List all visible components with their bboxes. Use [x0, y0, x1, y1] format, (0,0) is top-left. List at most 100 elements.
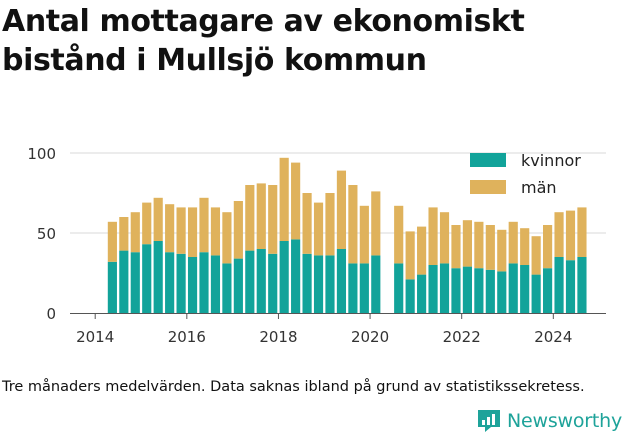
bar-kvinnor	[336, 249, 347, 313]
bar-kvinnor	[279, 241, 289, 313]
x-tick-label: 2014	[76, 328, 114, 346]
bar-man	[474, 221, 484, 269]
y-tick-label: 50	[37, 225, 56, 243]
bar-kvinnor	[165, 252, 175, 313]
bar-kvinnor	[348, 263, 358, 313]
y-tick-label: 100	[27, 145, 56, 163]
bar-man	[462, 220, 472, 267]
bar-man	[417, 226, 427, 275]
bar-kvinnor	[233, 258, 243, 313]
axes: 0 50 100 2014 2016 2018 2020 2022 2024	[27, 145, 606, 346]
bar-man	[485, 225, 495, 270]
bar-kvinnor	[153, 241, 163, 313]
bar-man	[348, 185, 358, 264]
bar-kvinnor	[142, 244, 152, 313]
bar-kvinnor	[302, 253, 312, 313]
legend: kvinnor män	[470, 151, 581, 197]
bar-man	[142, 202, 152, 245]
bar-kvinnor	[577, 257, 587, 313]
bar-man	[153, 197, 163, 241]
bar-man	[405, 231, 415, 280]
bar-man	[336, 170, 347, 249]
chart-title-line-1: Antal mottagare av ekonomiskt	[2, 4, 525, 39]
bar-man	[359, 205, 369, 264]
bar-man	[565, 210, 576, 261]
bar-kvinnor	[565, 260, 576, 313]
chart-title-line-2: bistånd i Mullsjö kommun	[2, 43, 427, 78]
bar-kvinnor	[428, 265, 438, 313]
chart-caption: Tre månaders medelvärden. Data saknas ib…	[2, 379, 585, 395]
bar-kvinnor	[245, 250, 255, 313]
bar-man	[577, 207, 587, 257]
bar-kvinnor	[520, 265, 530, 313]
bar-kvinnor	[462, 266, 472, 313]
bar-man	[451, 225, 461, 269]
bar-man	[325, 193, 335, 256]
bar-man	[187, 207, 198, 257]
bar-man	[543, 225, 553, 269]
bar-man	[176, 207, 186, 254]
bar-kvinnor	[222, 263, 232, 313]
newsworthy-icon	[478, 410, 500, 432]
bar-man	[268, 185, 278, 254]
bar-series	[107, 157, 587, 313]
bar-man	[508, 221, 518, 264]
bar-man	[520, 228, 530, 265]
bar-kvinnor	[543, 268, 553, 313]
bar-kvinnor	[268, 253, 278, 313]
bar-kvinnor	[508, 263, 518, 313]
bar-kvinnor	[187, 257, 198, 313]
bar-kvinnor	[439, 263, 450, 313]
bar-man	[371, 191, 381, 256]
bar-man	[245, 185, 255, 251]
brand-name: Newsworthy	[507, 410, 623, 432]
bar-man	[165, 204, 175, 253]
bar-man	[497, 229, 507, 272]
bar-man	[291, 162, 301, 240]
bar-kvinnor	[176, 253, 186, 313]
bar-man	[531, 236, 541, 275]
bar-kvinnor	[119, 250, 129, 313]
y-tick-label: 0	[46, 305, 56, 323]
bar-kvinnor	[394, 263, 404, 313]
bar-man	[439, 212, 450, 264]
bar-man	[233, 201, 243, 259]
bar-kvinnor	[359, 263, 369, 313]
legend-label: män	[521, 178, 557, 197]
bar-kvinnor	[256, 249, 266, 313]
chart-title: Antal mottagare av ekonomiskt bistånd i …	[2, 2, 627, 80]
bar-kvinnor	[554, 257, 564, 313]
bar-man	[279, 157, 289, 241]
bar-kvinnor	[313, 255, 324, 313]
bar-man	[428, 207, 438, 265]
x-tick-label: 2022	[443, 328, 481, 346]
bar-man	[199, 197, 209, 253]
x-tick-label: 2020	[351, 328, 389, 346]
bar-man	[130, 212, 140, 253]
bar-kvinnor	[474, 268, 484, 313]
legend-label: kvinnor	[521, 151, 581, 170]
bar-kvinnor	[531, 274, 541, 313]
bar-kvinnor	[130, 252, 140, 313]
bar-man	[256, 183, 266, 249]
bar-man	[222, 212, 232, 264]
x-tick-label: 2024	[534, 328, 572, 346]
bar-man	[302, 193, 312, 254]
bar-kvinnor	[107, 261, 117, 313]
bar-kvinnor	[417, 274, 427, 313]
bar-kvinnor	[497, 271, 507, 313]
legend-swatch	[470, 153, 506, 167]
bar-man	[107, 221, 117, 262]
bar-man	[210, 207, 221, 256]
bar-kvinnor	[371, 255, 381, 313]
legend-swatch	[470, 180, 506, 194]
bar-kvinnor	[451, 268, 461, 313]
bar-kvinnor	[199, 252, 209, 313]
bar-kvinnor	[210, 255, 221, 313]
bar-kvinnor	[291, 239, 301, 313]
x-tick-label: 2016	[168, 328, 206, 346]
newsworthy-logo[interactable]: Newsworthy	[476, 408, 622, 434]
bar-kvinnor	[405, 279, 415, 313]
bar-man	[554, 212, 564, 257]
